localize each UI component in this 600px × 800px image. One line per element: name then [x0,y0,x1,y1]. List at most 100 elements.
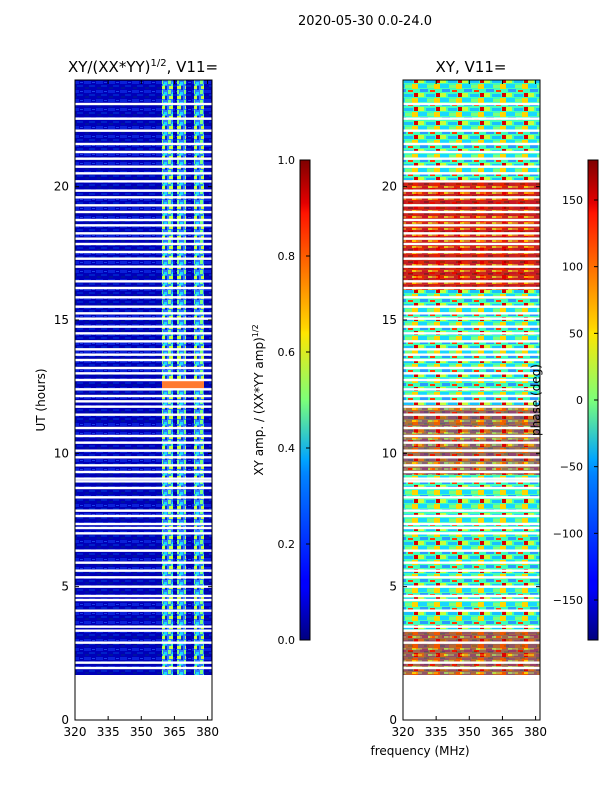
amplitude-flagged-row [75,526,212,530]
phase-ytick-label: 20 [382,180,397,194]
phase-flagged-row [403,150,540,154]
amplitude-flagged-row [75,237,212,240]
phase-xtick-label: 380 [524,725,547,739]
phase-colorbar-tick-label: 100 [562,261,583,274]
phase-flagged-row [403,196,540,199]
amplitude-heatmap-fill [75,80,212,675]
amplitude-flagged-row [75,549,212,552]
phase-flagged-row [403,441,540,444]
amplitude-flagged-row [75,218,212,222]
phase-flagged-row [403,449,540,452]
amplitude-flagged-row [75,470,212,474]
phase-flagged-row [403,102,540,106]
amplitude-flagged-row [75,480,212,483]
phase-flagged-row [403,522,540,526]
amplitude-flagged-row [75,456,212,459]
phase-flagged-row [403,142,540,146]
amplitude-flagged-row [75,129,212,132]
phase-flagged-row [403,509,540,512]
amplitude-flagged-row [75,296,212,299]
phase-flagged-row [403,305,540,308]
phase-flagged-row [403,477,540,480]
phase-ytick-label: 15 [382,313,397,327]
amplitude-flagged-row [75,150,212,154]
phase-flagged-row [403,549,540,552]
phase-flagged-row [403,405,540,408]
phase-flagged-row [403,218,540,222]
phase-flagged-row [403,210,540,214]
phase-flagged-row [403,157,540,160]
amplitude-xtick-label: 365 [163,725,186,739]
amplitude-ytick-label: 0 [61,713,69,727]
phase-flagged-row [403,378,540,382]
phase-flagged-row [403,532,540,535]
phase-flagged-row [403,372,540,375]
figure-suptitle: 2020-05-30 0.0-24.0 [298,14,432,29]
phase-flagged-row [403,312,540,315]
amplitude-flagged-row [75,204,212,207]
amplitude-flagged-row [75,641,212,644]
phase-xtick-label: 335 [425,725,448,739]
phase-flagged-row [403,569,540,572]
amplitude-colorbar-tick-label: 0.6 [278,346,296,359]
amplitude-flagged-row [75,629,212,632]
phase-flagged-row [403,257,540,260]
amplitude-xtick-label: 320 [64,725,87,739]
amplitude-flagged-row [75,464,212,467]
phase-ytick-label: 10 [382,446,397,460]
amplitude-hot-row [162,380,204,390]
amplitude-flagged-row [75,509,212,512]
amplitude-flagged-row [75,157,212,160]
amplitude-flagged-row [75,250,212,254]
phase-flagged-row [403,237,540,240]
amplitude-ytick-label: 20 [54,180,69,194]
phase-colorbar-tick-label: −50 [560,461,583,474]
phase-red-region-lower [403,405,540,475]
amplitude-flagged-row [75,522,212,526]
amplitude-colorbar-ticks: 0.0 0.2 0.4 0.6 0.8 1.0 [278,154,310,647]
amplitude-flagged-row [75,569,212,572]
phase-flagged-row [403,413,540,416]
phase-flagged-row [403,317,540,320]
amplitude-flagged-row [75,441,212,444]
phase-flagged-row [403,576,540,579]
phase-flagged-row [403,486,540,490]
phase-flagged-row [403,394,540,398]
phase-flagged-row [403,204,540,207]
phase-flagged-row [403,434,540,438]
phase-ytick-label: 5 [389,580,397,594]
phase-flagged-row [403,224,540,227]
amplitude-colorbar-gradient [299,159,311,641]
phase-flagged-row [403,456,540,459]
phase-flagged-row [403,180,540,183]
phase-flagged-row [403,325,540,328]
phase-flagged-row [403,265,540,268]
amplitude-title: XY/(XX*YY)1/2, V11= [68,58,218,76]
phase-flagged-row [403,250,540,254]
amplitude-xtick-label: 380 [196,725,219,739]
amplitude-flagged-row [75,358,212,362]
phase-axes-frame [402,79,541,721]
amplitude-flagged-row [75,661,212,664]
amplitude-panel: 0 5 10 15 20 320 335 350 365 380 XY/(XX*YY)1/2, V… [34,58,219,739]
phase-flagged-row [403,496,540,499]
phase-colorbar-tick-label: 150 [562,194,583,207]
amplitude-colorbar-tick-label: 0.0 [278,634,296,647]
amplitude-flagged-row [75,666,212,670]
amplitude-flagged-row [75,224,212,227]
amplitude-flagged-row [75,609,212,612]
amplitude-ytick-label: 15 [54,313,69,327]
amplitude-flagged-row [75,394,212,398]
phase-xtick-label: 365 [491,725,514,739]
amplitude-ytick-label: 5 [61,580,69,594]
phase-flagged-row [403,594,540,598]
phase-colorbar-tick-label: −100 [553,527,583,540]
amplitude-xtick-label: 335 [97,725,120,739]
phase-flag-rows [403,102,540,670]
amplitude-flagged-row [75,317,212,320]
phase-ytick-label: 0 [389,713,397,727]
phase-flagged-row [403,165,540,168]
amplitude-flagged-row [75,305,212,308]
amplitude-flagged-row [75,348,212,351]
